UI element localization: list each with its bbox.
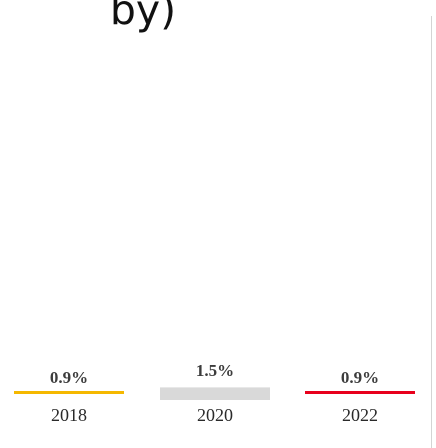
bar-2020: [160, 387, 270, 400]
bar-2018: [14, 391, 124, 394]
chart-title: by): [109, 0, 177, 34]
x-tick-label-2022: 2022: [342, 405, 378, 425]
value-label-2018: 0.9%: [50, 368, 88, 387]
bar-2022: [305, 391, 415, 394]
value-label-2022: 0.9%: [341, 368, 379, 387]
plot-border: [431, 16, 432, 448]
value-label-2020: 1.5%: [196, 361, 234, 380]
x-tick-label-2020: 2020: [197, 405, 233, 425]
x-tick-label-2018: 2018: [51, 405, 87, 425]
